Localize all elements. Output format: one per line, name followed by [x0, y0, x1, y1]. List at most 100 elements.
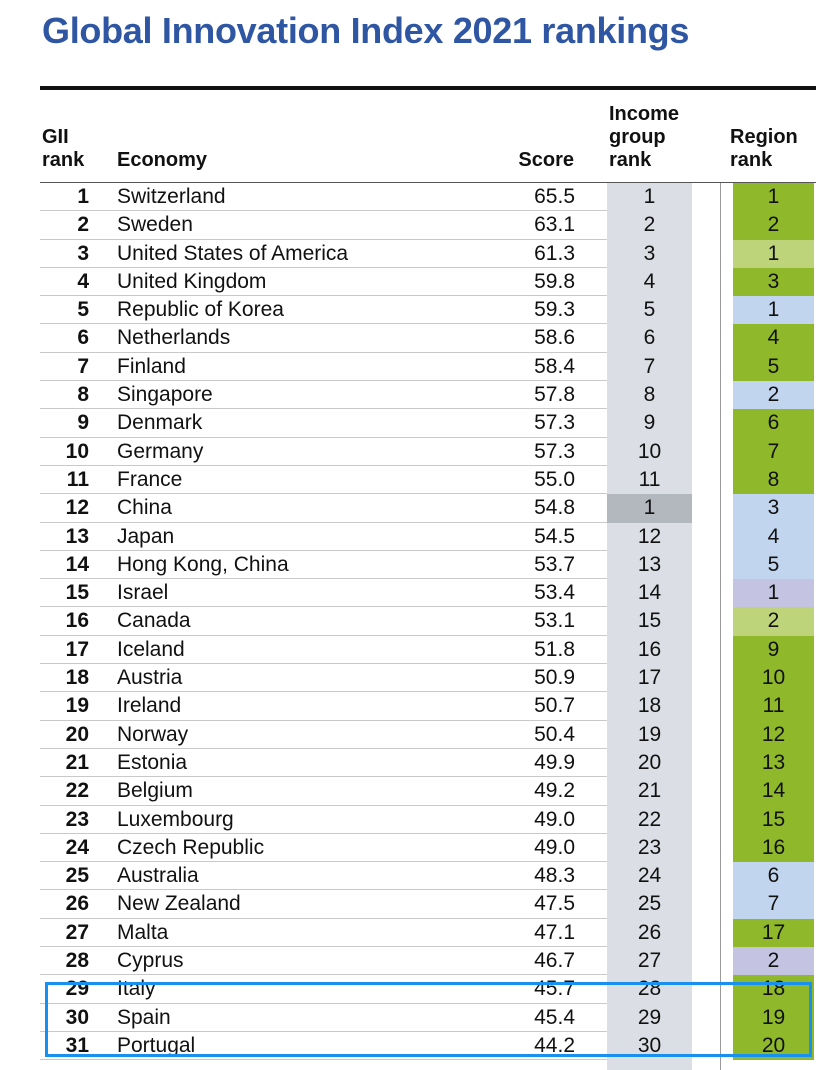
region-rank-cell: 5 — [733, 352, 814, 382]
income-rank-cell: 15 — [637, 609, 662, 633]
gii-rank-cell: 28 — [65, 949, 89, 973]
economy-cell: Canada — [117, 609, 191, 633]
income-rank-cell: 1 — [643, 185, 656, 208]
income-rank-cell: 10 — [637, 439, 662, 463]
region-rank-cell: 15 — [733, 805, 814, 834]
income-rank-cell: 27 — [637, 949, 662, 973]
header-region-rank: Region rank — [730, 126, 798, 172]
economy-cell: New Zealand — [117, 892, 241, 916]
score-cell: 59.3 — [534, 298, 575, 322]
score-cell: 55.0 — [534, 467, 575, 491]
economy-cell: Republic of Korea — [117, 298, 284, 322]
income-rank-cell: 2 — [643, 213, 656, 237]
table-row: 11 France 55.0 11 8 — [0, 465, 826, 495]
region-rank-cell: 6 — [733, 409, 814, 438]
table-row: 24 Czech Republic 49.0 23 16 — [0, 833, 826, 863]
table-row: 26 New Zealand 47.5 25 7 — [0, 890, 826, 920]
score-cell: 48.3 — [534, 864, 575, 888]
gii-rank-cell: 14 — [65, 552, 89, 576]
region-rank-cell: 7 — [733, 437, 814, 466]
region-column-divider — [720, 183, 721, 1070]
region-rank-cell: 6 — [733, 862, 814, 891]
economy-cell: Japan — [117, 524, 175, 548]
gii-rank-cell: 15 — [65, 581, 89, 605]
table-row: 4 United Kingdom 59.8 4 3 — [0, 267, 826, 297]
table-row: 14 Hong Kong, China 53.7 13 5 — [0, 550, 826, 580]
economy-cell: Switzerland — [117, 185, 226, 208]
region-rank-cell: 12 — [733, 720, 814, 749]
economy-cell: United States of America — [117, 241, 349, 265]
score-cell: 63.1 — [534, 213, 575, 237]
header-region-line: rank — [730, 149, 773, 171]
table-row: 2 Sweden 63.1 2 2 — [0, 211, 826, 240]
page-title: Global Innovation Index 2021 rankings — [42, 10, 690, 51]
gii-rank-cell: 19 — [65, 694, 89, 718]
gii-rank-cell: 21 — [65, 750, 89, 774]
gii-rank-cell: 13 — [65, 524, 89, 548]
score-cell: 54.8 — [534, 496, 575, 520]
score-cell: 47.5 — [534, 892, 575, 916]
header-gii-rank-line: rank — [42, 149, 85, 171]
economy-cell: Australia — [117, 864, 199, 888]
gii-rank-cell: 18 — [65, 666, 89, 690]
table-row: 27 Malta 47.1 26 17 — [0, 918, 826, 948]
gii-rank-cell: 8 — [77, 383, 89, 407]
gii-rank-cell: 20 — [65, 722, 89, 746]
gii-rank-cell: 16 — [65, 609, 89, 633]
gii-rank-cell: 23 — [65, 807, 89, 831]
table-row: 18 Austria 50.9 17 10 — [0, 664, 826, 693]
economy-cell: Singapore — [117, 383, 213, 407]
table-row: 28 Cyprus 46.7 27 2 — [0, 947, 826, 976]
header-rule — [40, 182, 816, 183]
region-rank-cell: 1 — [733, 183, 814, 212]
region-rank-cell: 1 — [733, 579, 814, 608]
region-rank-cell: 9 — [733, 635, 814, 665]
table-row: 8 Singapore 57.8 8 2 — [0, 381, 826, 410]
income-rank-cell: 21 — [637, 779, 662, 803]
gii-rank-cell: 9 — [77, 411, 89, 435]
region-rank-cell: 11 — [733, 692, 814, 721]
gii-rank-cell: 5 — [77, 298, 89, 322]
gii-rank-cell: 22 — [65, 779, 89, 803]
header-income-line: Income — [609, 103, 680, 125]
income-rank-cell: 26 — [637, 920, 662, 944]
region-rank-cell: 2 — [733, 607, 814, 636]
table-row: 3 United States of America 61.3 3 1 — [0, 239, 826, 269]
score-cell: 44.2 — [534, 1033, 575, 1057]
income-column-background — [607, 183, 692, 1070]
economy-cell: Czech Republic — [117, 835, 265, 859]
region-rank-cell: 1 — [733, 296, 814, 325]
table-row: 9 Denmark 57.3 9 6 — [0, 409, 826, 438]
score-cell: 58.6 — [534, 326, 575, 350]
region-rank-cell: 1 — [733, 239, 814, 268]
income-rank-cell: 30 — [637, 1033, 662, 1057]
header-economy: Economy — [117, 149, 208, 171]
economy-cell: Hong Kong, China — [117, 552, 289, 576]
gii-rank-cell: 6 — [77, 326, 89, 350]
header-gii-rank-line: GII — [42, 126, 69, 148]
region-rank-cell: 16 — [733, 833, 814, 863]
table-row: 12 China 54.8 1 3 — [0, 494, 826, 523]
income-rank-cell: 25 — [637, 892, 662, 916]
economy-cell: Spain — [117, 1005, 171, 1029]
score-cell: 57.3 — [534, 439, 575, 463]
region-rank-cell: 19 — [733, 1003, 814, 1032]
income-rank-cell: 16 — [637, 637, 662, 661]
income-rank-cell: 4 — [643, 269, 656, 293]
economy-cell: Malta — [117, 920, 169, 944]
gii-rank-cell: 25 — [65, 864, 89, 888]
region-rank-cell: 4 — [733, 522, 814, 551]
income-rank-cell: 7 — [643, 354, 656, 378]
gii-rank-cell: 4 — [77, 269, 89, 293]
score-cell: 50.7 — [534, 694, 575, 718]
score-cell: 53.1 — [534, 609, 575, 633]
economy-cell: Sweden — [117, 213, 193, 237]
table-row: 6 Netherlands 58.6 6 4 — [0, 324, 826, 354]
table-row: 15 Israel 53.4 14 1 — [0, 579, 826, 608]
score-cell: 45.4 — [534, 1005, 575, 1029]
region-rank-cell: 7 — [733, 890, 814, 919]
rankings-table: 1 Switzerland 65.5 1 1 2 Sweden 63.1 2 2 3 United S… — [0, 183, 826, 1061]
economy-cell: Norway — [117, 722, 189, 746]
score-cell: 53.7 — [534, 552, 575, 576]
table-row: 16 Canada 53.1 15 2 — [0, 607, 826, 637]
